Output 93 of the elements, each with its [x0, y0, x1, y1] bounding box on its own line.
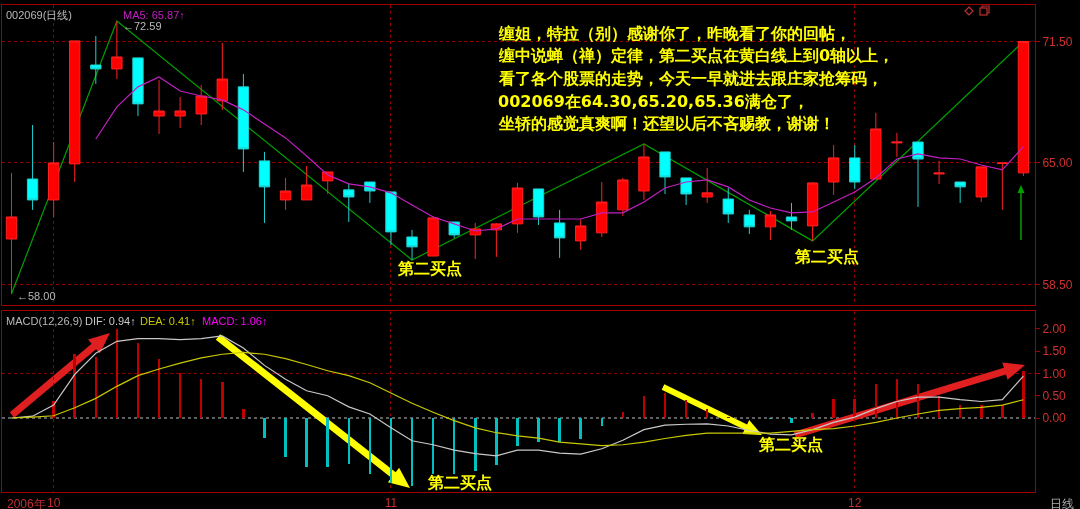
candlestick — [617, 177, 629, 217]
text: MA5: 65.87↑ — [123, 9, 185, 21]
candlestick — [785, 202, 798, 231]
candlestick — [258, 151, 271, 224]
candlestick — [575, 218, 587, 251]
candlestick — [237, 73, 250, 173]
candlestick — [701, 167, 713, 204]
candlestick — [975, 166, 987, 203]
bar — [811, 413, 814, 418]
candlestick — [870, 112, 882, 180]
candlestick — [279, 177, 292, 211]
candlestick — [764, 210, 777, 241]
candlestick — [385, 191, 397, 246]
candlestick — [743, 209, 756, 235]
annotation: ←72.59 — [123, 20, 162, 32]
bar — [242, 408, 245, 418]
candlestick — [153, 79, 165, 135]
bar — [558, 418, 561, 443]
y-tick-label: 0.00 — [1042, 411, 1067, 426]
candlestick — [47, 141, 60, 218]
x-tick-label: 10 — [46, 496, 61, 509]
bar — [832, 398, 835, 418]
candlestick — [406, 229, 418, 261]
x-tick-label: 11 — [384, 496, 398, 509]
text: DEA: 0.41↑ — [140, 315, 196, 327]
bar — [263, 418, 266, 439]
candlestick — [933, 160, 945, 185]
bar — [537, 418, 540, 442]
y-tick-label: 58.50 — [1042, 277, 1073, 292]
candlestick — [174, 96, 186, 129]
candlestick — [111, 20, 123, 80]
bar — [326, 418, 329, 468]
annotation: 缠中说蝉（禅）定律，第二买点在黄白线上到0轴以上， — [498, 46, 895, 65]
candlestick — [26, 124, 39, 211]
x-tick-label: 12 — [848, 496, 862, 509]
candlestick — [69, 40, 81, 183]
bar — [284, 418, 287, 458]
annotation: 第二买点 — [397, 259, 462, 278]
candlestick — [90, 35, 102, 85]
candlestick — [427, 215, 439, 257]
candlestick — [680, 177, 692, 206]
y-tick-label: 2.00 — [1042, 322, 1067, 337]
annotation: 看了各个股票的走势，今天一早就进去跟庄家抢筹码， — [498, 69, 883, 88]
candlestick — [553, 209, 566, 259]
candlestick — [532, 188, 545, 226]
candlestick — [300, 165, 313, 201]
chart-title: MACD(12,26,9) — [6, 315, 83, 327]
bar — [1001, 405, 1004, 418]
annotation: 第二买点 — [794, 247, 859, 266]
bar — [579, 418, 582, 439]
candlestick — [596, 181, 608, 238]
series-label: DIF: 0.94↑ — [85, 315, 136, 327]
bar — [790, 418, 793, 424]
candlestick — [638, 143, 650, 201]
candlestick — [996, 162, 1008, 211]
bar — [474, 418, 477, 472]
candlestick — [912, 141, 924, 208]
annotation: 第二买点 — [427, 473, 492, 492]
candlestick — [5, 172, 18, 295]
candlestick — [195, 84, 207, 126]
y-tick-label: 65.00 — [1042, 156, 1073, 171]
text: 2006年 — [7, 497, 46, 509]
annotation: 坐轿的感觉真爽啊！还望以后不吝赐教，谢谢！ — [498, 114, 835, 133]
y-tick-label: 1.00 — [1042, 366, 1067, 381]
candlestick — [849, 144, 861, 190]
y-tick-label: 71.50 — [1042, 34, 1073, 49]
bar — [221, 381, 224, 418]
candlestick — [828, 144, 840, 196]
annotation: ←58.00 — [17, 290, 56, 302]
text: 日线 — [1050, 497, 1074, 509]
annotation: 002069在64.30,65.20,65.36满仓了， — [498, 92, 809, 111]
candlestick — [132, 57, 144, 117]
candlestick — [659, 151, 671, 195]
candlestick — [511, 182, 524, 234]
candlestick — [343, 182, 355, 223]
y-tick-label: 1.50 — [1042, 344, 1067, 359]
y-tick-label: 0.50 — [1042, 388, 1067, 403]
bar — [305, 418, 308, 468]
bar — [516, 418, 519, 447]
annotation: MACD: 1.06↑ — [202, 315, 268, 327]
annotation: 缠姐，特拉（别）感谢你了，昨晚看了你的回帖， — [498, 24, 851, 43]
candlestick — [806, 181, 819, 242]
candlestick — [722, 187, 734, 224]
candlestick — [1017, 40, 1030, 177]
candlestick — [216, 42, 228, 111]
bar — [73, 354, 76, 418]
annotation: 第二买点 — [758, 435, 823, 454]
chart-title: 002069(日线) — [6, 9, 73, 21]
bar — [495, 418, 498, 465]
bar — [853, 398, 857, 418]
candlestick — [954, 181, 966, 204]
bar — [1022, 370, 1025, 418]
candlestick — [891, 132, 903, 158]
